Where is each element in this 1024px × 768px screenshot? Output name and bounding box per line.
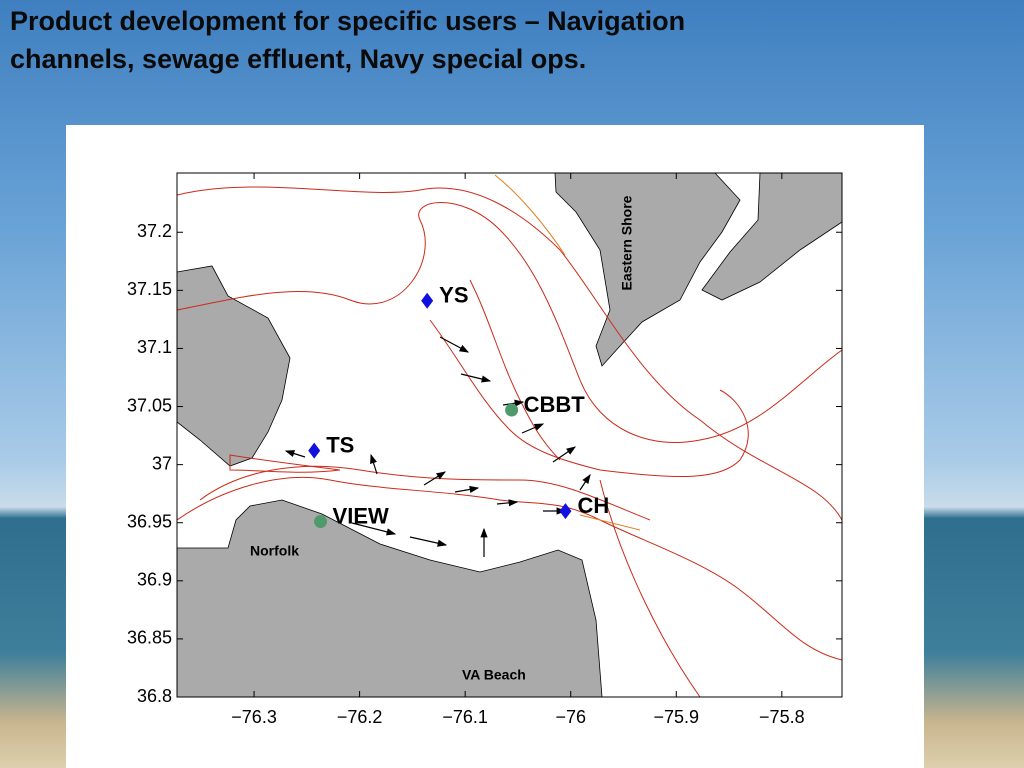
title-line: Product development for specific users –… xyxy=(10,6,686,36)
x-tick-label: −76.1 xyxy=(442,707,488,727)
contour xyxy=(469,279,561,461)
land-east xyxy=(701,173,842,301)
y-tick-label: 37.15 xyxy=(127,279,172,299)
y-tick-label: 37.1 xyxy=(137,337,172,357)
y-tick-label: 36.9 xyxy=(137,570,172,590)
station-marker xyxy=(559,503,572,520)
slide-title: Product development for specific users –… xyxy=(10,2,685,78)
x-tick-label: −76 xyxy=(555,707,586,727)
place-label: VA Beach xyxy=(462,667,526,683)
place-label: Norfolk xyxy=(250,543,299,559)
arrow xyxy=(423,471,447,486)
arrow xyxy=(552,446,576,463)
y-tick-label: 36.95 xyxy=(127,511,172,531)
y-tick-label: 37.05 xyxy=(127,395,172,415)
land-west xyxy=(177,265,291,467)
land-eastern-shore xyxy=(554,173,741,367)
contour xyxy=(177,476,842,661)
station-marker xyxy=(308,442,321,459)
arrow xyxy=(521,423,545,434)
station-marker xyxy=(505,403,519,417)
y-tick-label: 36.85 xyxy=(127,628,172,648)
arrow xyxy=(502,399,525,407)
station-label: CBBT xyxy=(524,392,586,417)
arrow xyxy=(579,474,591,491)
arrow xyxy=(496,499,519,507)
title-line: channels, sewage effluent, Navy special … xyxy=(10,44,587,74)
contour xyxy=(229,454,341,473)
station-marker xyxy=(421,292,434,309)
x-tick-label: −76.3 xyxy=(231,707,277,727)
contour xyxy=(429,319,749,478)
station-label: VIEW xyxy=(333,503,389,528)
contours-orange xyxy=(494,174,641,531)
arrow xyxy=(284,450,306,458)
map-layers xyxy=(177,173,842,697)
station-label: CH xyxy=(577,493,609,518)
contour xyxy=(599,479,701,697)
y-tick-label: 37 xyxy=(152,453,172,473)
arrow xyxy=(351,522,397,536)
arrow xyxy=(454,485,480,493)
contours xyxy=(177,186,842,697)
current-arrows xyxy=(284,336,591,557)
contour xyxy=(579,514,641,531)
map-frame xyxy=(176,172,843,698)
arrow xyxy=(460,373,492,383)
map-overlays: −76.3 −76.2 −76.1 −76 −75.9 −75.8 36.8 36.85 36.… xyxy=(127,173,842,727)
arrow xyxy=(439,336,470,353)
contour xyxy=(177,186,842,521)
x-tick-label: −76.2 xyxy=(337,707,383,727)
contour xyxy=(177,202,842,443)
land xyxy=(177,173,842,697)
y-tick-label: 37.2 xyxy=(137,221,172,241)
x-tick-label: −75.8 xyxy=(759,707,805,727)
station-label: TS xyxy=(326,432,354,457)
x-tick-label: −75.9 xyxy=(654,707,700,727)
land-south xyxy=(177,499,603,697)
arrow xyxy=(370,453,378,475)
place-label: Eastern Shore xyxy=(619,195,635,290)
station-label: YS xyxy=(439,283,468,308)
y-tick-label: 36.8 xyxy=(137,686,172,706)
station-marker xyxy=(314,515,328,529)
arrow xyxy=(409,536,448,547)
contour xyxy=(494,174,566,256)
